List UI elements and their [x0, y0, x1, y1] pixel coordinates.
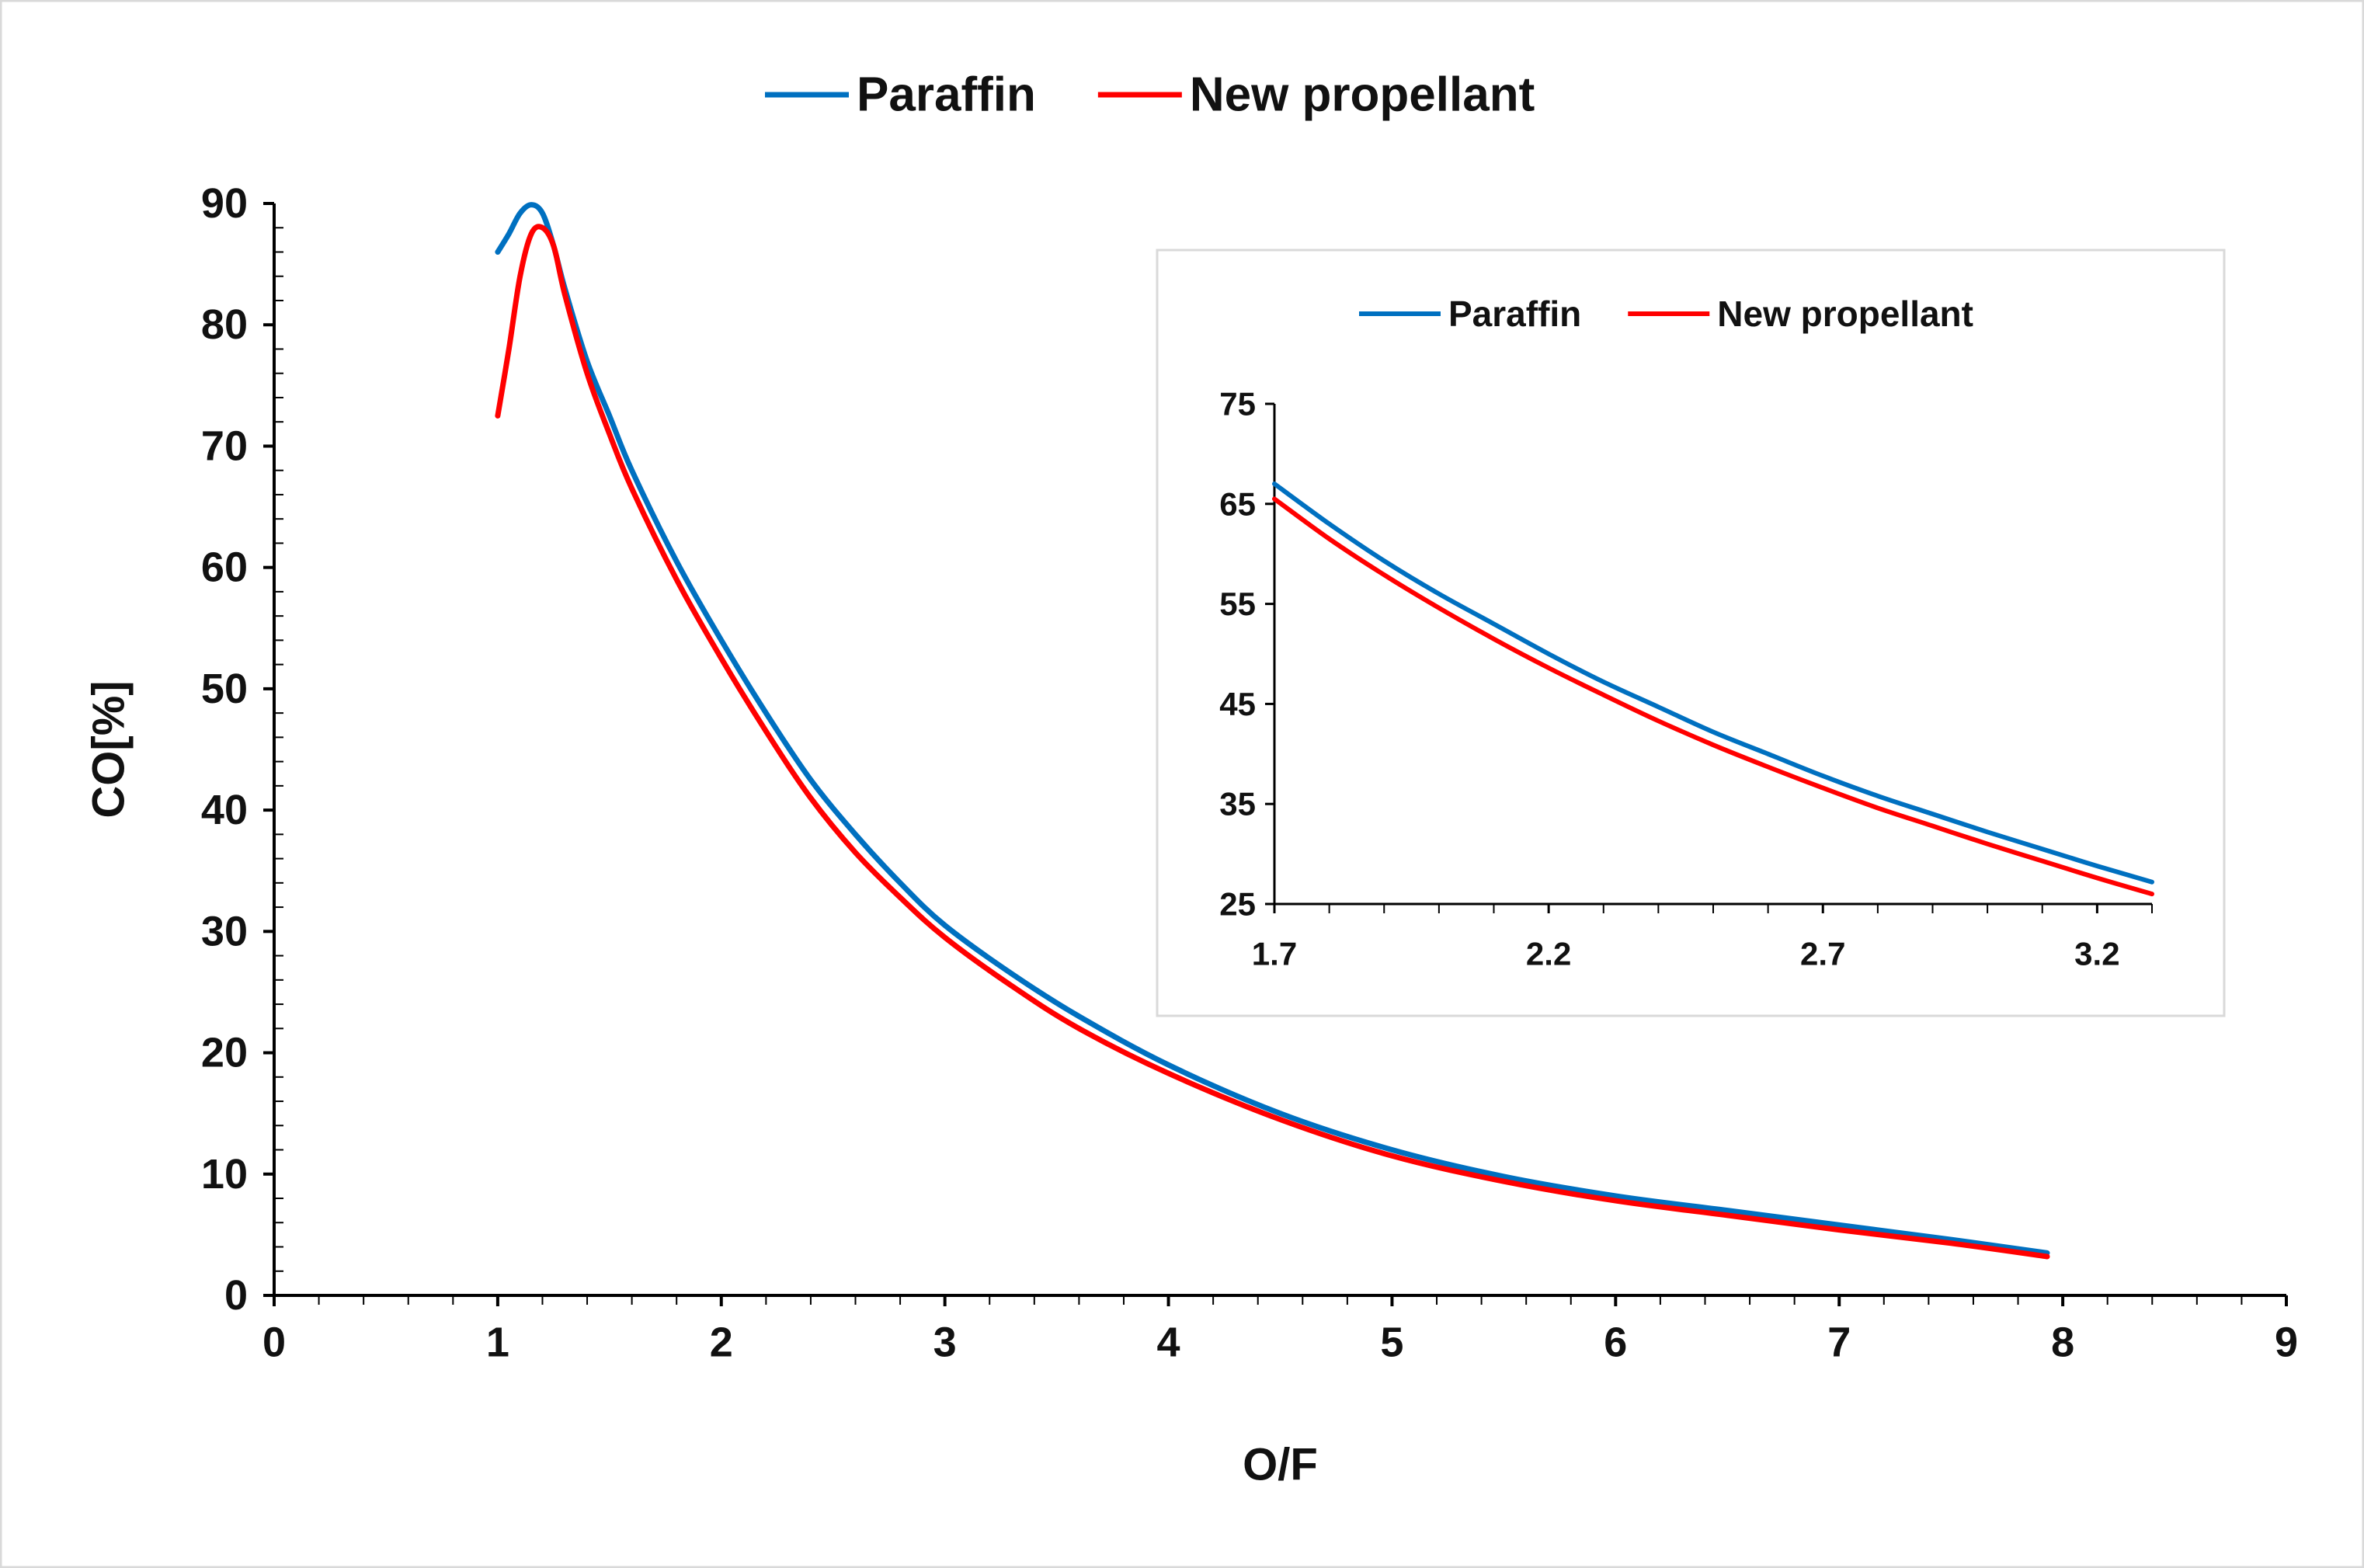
inset-x-tick-label: 2.2 — [1526, 935, 1571, 972]
inset-legend: Paraffin New propellant — [1359, 294, 1973, 334]
inset-frame — [1156, 249, 2226, 1017]
inset-x-tick-label: 2.7 — [1800, 935, 1845, 972]
inset-y-tick-label: 35 — [1219, 786, 1256, 822]
inset-x-tick-label: 3.2 — [2074, 935, 2119, 972]
inset-x-tick-label: 1.7 — [1252, 935, 1297, 972]
main-y-tick-label: 10 — [201, 1151, 248, 1198]
main-x-tick-label: 6 — [1604, 1319, 1627, 1365]
inset-y-tick-label: 75 — [1219, 386, 1256, 422]
main-x-tick-label: 4 — [1157, 1319, 1180, 1365]
main-x-tick-label: 9 — [2275, 1319, 2298, 1365]
main-y-tick-label: 40 — [201, 787, 248, 833]
main-legend-label-new-propellant: New propellant — [1190, 68, 1535, 122]
main-y-tick-label: 70 — [201, 422, 248, 469]
main-series-line-new-propellant — [495, 224, 2050, 1260]
inset-series-line-new-propellant — [1272, 496, 2154, 897]
main-y-tick-label: 90 — [201, 180, 248, 227]
main-x-tick-label: 2 — [710, 1319, 733, 1365]
main-x-axis-title: O/F — [1243, 1440, 1318, 1490]
main-x-tick-label: 0 — [262, 1319, 286, 1365]
main-y-tick-label: 0 — [224, 1272, 248, 1319]
inset-y-tick-label: 45 — [1219, 686, 1256, 722]
main-legend: Paraffin New propellant — [765, 68, 1535, 122]
main-x-tick-label: 3 — [933, 1319, 957, 1365]
main-y-axis-title: CO[%] — [84, 680, 134, 818]
inset-chart-group: 25 35 45 55 65 75 1.7 2.2 2.7 3.2 Paraffin New prop… — [1156, 249, 2226, 1017]
inset-legend-label-paraffin: Paraffin — [1448, 294, 1581, 334]
main-y-tick-label: 60 — [201, 544, 248, 591]
inset-y-tick-label: 55 — [1219, 586, 1256, 622]
inset-y-tick-label: 65 — [1219, 485, 1256, 522]
inset-series-line-paraffin — [1272, 482, 2154, 885]
main-x-tick-label: 8 — [2051, 1319, 2074, 1365]
inset-y-tick-label: 25 — [1219, 886, 1256, 923]
main-y-tick-label: 80 — [201, 301, 248, 348]
main-y-tick-label: 20 — [201, 1030, 248, 1076]
main-y-tick-label: 50 — [201, 666, 248, 712]
main-x-tick-label: 1 — [486, 1319, 509, 1365]
main-x-tick-label: 5 — [1380, 1319, 1403, 1365]
main-x-tick-label: 7 — [1827, 1319, 1851, 1365]
main-y-tick-label: 30 — [201, 908, 248, 954]
inset-legend-label-new-propellant: New propellant — [1717, 294, 1973, 334]
main-legend-label-paraffin: Paraffin — [857, 68, 1036, 122]
